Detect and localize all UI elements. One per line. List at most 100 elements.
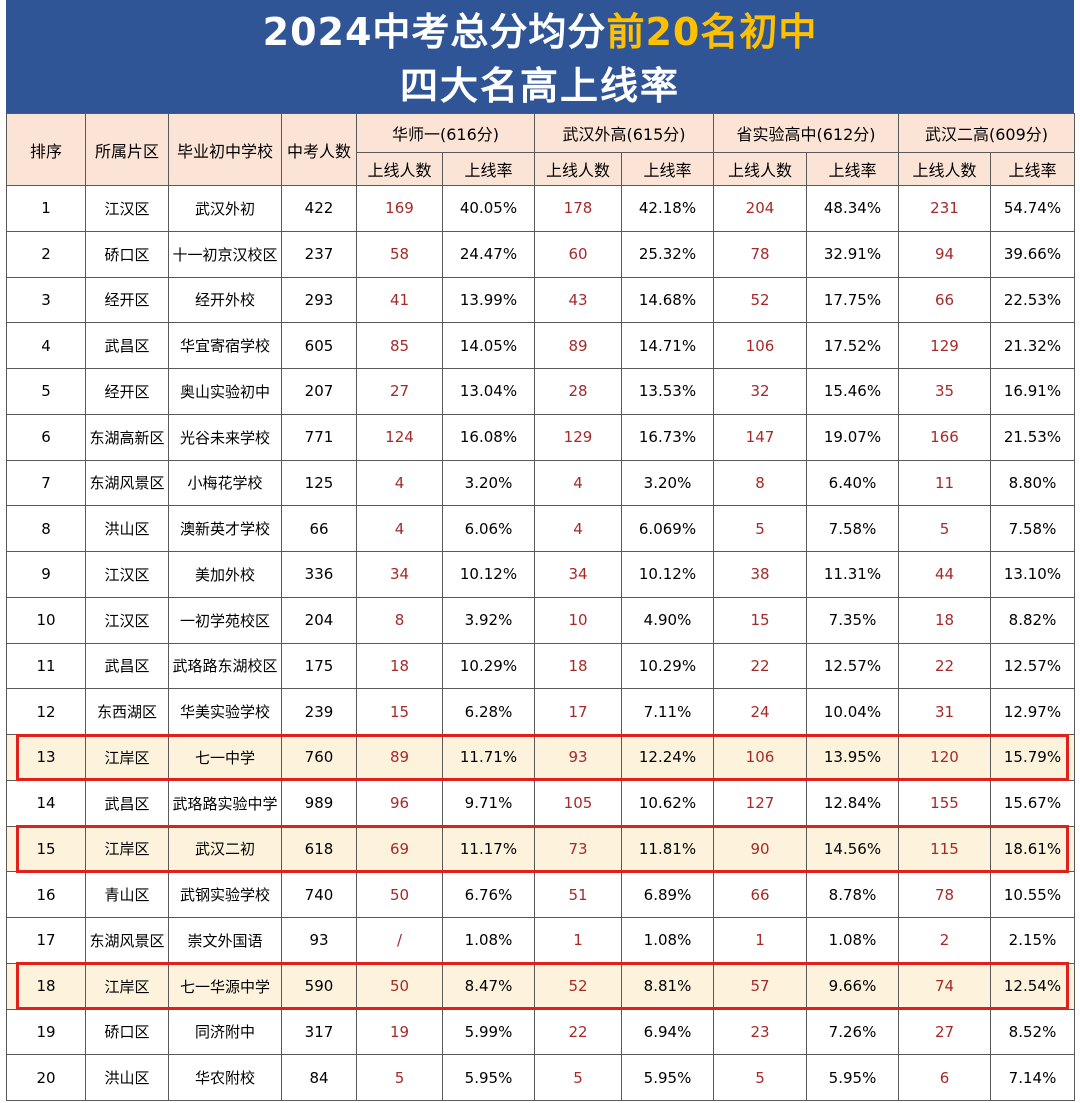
cell-waigao-count: 93 <box>534 734 622 781</box>
cell-ergao-rate: 7.58% <box>990 505 1075 552</box>
cell-school: 美加外校 <box>168 551 282 598</box>
cell-ergao-rate: 7.14% <box>990 1054 1075 1101</box>
cell-school: 奥山实验初中 <box>168 368 282 415</box>
subheader-count: 上线人数 <box>898 152 991 186</box>
cell-ergao-rate: 21.53% <box>990 413 1075 461</box>
cell-huashiyi-rate: 3.92% <box>442 596 535 644</box>
cell-exam-count: 422 <box>281 185 357 232</box>
table-body: 1 江汉区 武汉外初 422 169 40.05% 178 42.18% 204 48.34% 23… <box>6 185 1075 1101</box>
cell-waigao-rate: 14.68% <box>621 276 714 324</box>
cell-ergao-rate: 12.57% <box>990 642 1075 690</box>
cell-shengshiyan-rate: 12.84% <box>806 779 899 827</box>
cell-huashiyi-rate: 10.12% <box>442 551 535 598</box>
cell-district: 洪山区 <box>85 1054 169 1101</box>
cell-school: 华宜寄宿学校 <box>168 322 282 369</box>
cell-huashiyi-count: 34 <box>356 551 443 598</box>
cell-huashiyi-count: 50 <box>356 962 443 1010</box>
cell-huashiyi-rate: 9.71% <box>442 779 535 827</box>
cell-district: 江岸区 <box>85 962 169 1010</box>
cell-huashiyi-count: 124 <box>356 413 443 461</box>
cell-huashiyi-count: 4 <box>356 505 443 552</box>
cell-waigao-count: 4 <box>534 505 622 552</box>
table-row: 13 江岸区 七一中学 760 89 11.71% 93 12.24% 106 13.95% 120… <box>6 734 1075 781</box>
cell-huashiyi-count: 15 <box>356 688 443 735</box>
cell-ergao-rate: 22.53% <box>990 276 1075 324</box>
cell-school: 七一中学 <box>168 734 282 781</box>
cell-rank: 6 <box>6 413 86 461</box>
cell-ergao-count: 155 <box>898 779 991 827</box>
cell-rank: 17 <box>6 917 86 964</box>
cell-exam-count: 207 <box>281 368 357 415</box>
cell-huashiyi-count: 58 <box>356 230 443 278</box>
cell-exam-count: 175 <box>281 642 357 690</box>
cell-exam-count: 293 <box>281 276 357 324</box>
cell-shengshiyan-rate: 9.66% <box>806 962 899 1010</box>
cell-exam-count: 317 <box>281 1008 357 1056</box>
cell-ergao-rate: 2.15% <box>990 917 1075 964</box>
cell-rank: 4 <box>6 322 86 369</box>
cell-waigao-count: 22 <box>534 1008 622 1056</box>
cell-waigao-count: 5 <box>534 1054 622 1101</box>
cell-school: 经开外校 <box>168 276 282 324</box>
table-row: 3 经开区 经开外校 293 41 13.99% 43 14.68% 52 17.75% 66 22.… <box>6 276 1075 324</box>
cell-ergao-count: 31 <box>898 688 991 735</box>
cell-exam-count: 239 <box>281 688 357 735</box>
cell-rank: 12 <box>6 688 86 735</box>
cell-waigao-rate: 7.11% <box>621 688 714 735</box>
table-row: 15 江岸区 武汉二初 618 69 11.17% 73 11.81% 90 14.56% 115 1… <box>6 825 1075 873</box>
cell-rank: 13 <box>6 734 86 781</box>
cell-waigao-rate: 6.069% <box>621 505 714 552</box>
cell-exam-count: 84 <box>281 1054 357 1101</box>
cell-huashiyi-count: 50 <box>356 871 443 918</box>
cell-waigao-rate: 14.71% <box>621 322 714 369</box>
cell-school: 武汉外初 <box>168 185 282 232</box>
cell-ergao-rate: 39.66% <box>990 230 1075 278</box>
cell-district: 东西湖区 <box>85 688 169 735</box>
cell-ergao-count: 120 <box>898 734 991 781</box>
cell-waigao-count: 18 <box>534 642 622 690</box>
cell-ergao-rate: 8.52% <box>990 1008 1075 1056</box>
cell-ergao-rate: 15.67% <box>990 779 1075 827</box>
cell-district: 硚口区 <box>85 230 169 278</box>
cell-shengshiyan-count: 57 <box>713 962 807 1010</box>
cell-rank: 10 <box>6 596 86 644</box>
cell-rank: 18 <box>6 962 86 1010</box>
cell-waigao-rate: 5.95% <box>621 1054 714 1101</box>
table-row: 10 江汉区 一初学苑校区 204 8 3.92% 10 4.90% 15 7.35% 18 8.82… <box>6 596 1075 644</box>
cell-ergao-count: 44 <box>898 551 991 598</box>
subheader-rate: 上线率 <box>442 152 535 186</box>
cell-huashiyi-count: 96 <box>356 779 443 827</box>
cell-shengshiyan-rate: 15.46% <box>806 368 899 415</box>
cell-shengshiyan-rate: 14.56% <box>806 825 899 873</box>
cell-huashiyi-rate: 14.05% <box>442 322 535 369</box>
cell-huashiyi-count: 18 <box>356 642 443 690</box>
cell-shengshiyan-count: 52 <box>713 276 807 324</box>
cell-shengshiyan-rate: 17.52% <box>806 322 899 369</box>
cell-exam-count: 66 <box>281 505 357 552</box>
cell-waigao-count: 10 <box>534 596 622 644</box>
subheader-rate: 上线率 <box>990 152 1075 186</box>
header-row-main: 排序 所属片区 毕业初中学校 中考人数 华师一(616分) 武汉外高(615分)… <box>6 113 1075 186</box>
cell-ergao-count: 74 <box>898 962 991 1010</box>
cell-school: 一初学苑校区 <box>168 596 282 644</box>
cell-school: 武珞路实验中学 <box>168 779 282 827</box>
cell-waigao-count: 43 <box>534 276 622 324</box>
cell-exam-count: 760 <box>281 734 357 781</box>
cell-rank: 9 <box>6 551 86 598</box>
title-banner: 2024中考总分均分前20名初中 四大名高上线率 <box>6 0 1074 113</box>
cell-waigao-rate: 1.08% <box>621 917 714 964</box>
cell-shengshiyan-count: 32 <box>713 368 807 415</box>
cell-ergao-rate: 21.32% <box>990 322 1075 369</box>
cell-shengshiyan-rate: 17.75% <box>806 276 899 324</box>
table-row: 17 东湖风景区 崇文外国语 93/1.08% 1 1.08% 1 1.08% 2 2.15% <box>6 917 1075 964</box>
cell-shengshiyan-count: 38 <box>713 551 807 598</box>
title-line1-pre: 2024中考总分均分 <box>262 10 607 54</box>
cell-waigao-rate: 11.81% <box>621 825 714 873</box>
cell-rank: 5 <box>6 368 86 415</box>
cell-huashiyi-count: 27 <box>356 368 443 415</box>
cell-huashiyi-rate: 1.08% <box>442 917 535 964</box>
cell-huashiyi-count: 8 <box>356 596 443 644</box>
cell-school: 小梅花学校 <box>168 459 282 507</box>
cell-ergao-rate: 15.79% <box>990 734 1075 781</box>
cell-waigao-rate: 6.94% <box>621 1008 714 1056</box>
